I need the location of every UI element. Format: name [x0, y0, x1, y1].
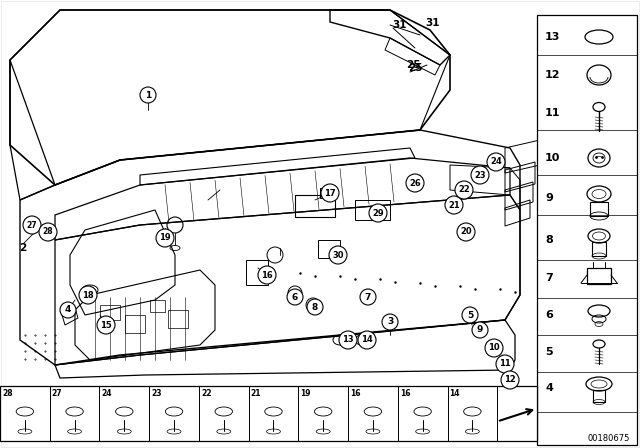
Bar — [320, 188, 330, 198]
Circle shape — [156, 229, 174, 247]
Bar — [587, 268, 611, 284]
Bar — [0, 386, 537, 441]
Text: 5: 5 — [545, 347, 552, 357]
Text: 24: 24 — [490, 158, 502, 167]
Circle shape — [287, 289, 303, 305]
Circle shape — [321, 184, 339, 202]
Bar — [318, 240, 340, 258]
Circle shape — [487, 153, 505, 171]
Circle shape — [97, 316, 115, 334]
Text: 29: 29 — [372, 208, 384, 217]
Circle shape — [23, 216, 41, 234]
Text: 14: 14 — [449, 389, 460, 398]
Text: 24: 24 — [102, 389, 112, 398]
Text: 30: 30 — [332, 250, 344, 259]
Text: 11: 11 — [499, 359, 511, 369]
Bar — [168, 310, 188, 328]
Bar — [590, 202, 608, 216]
Text: 15: 15 — [100, 320, 112, 329]
Text: 9: 9 — [477, 326, 483, 335]
Circle shape — [39, 223, 57, 241]
Text: 23: 23 — [474, 171, 486, 180]
Text: 16: 16 — [400, 389, 410, 398]
Text: 19: 19 — [300, 389, 311, 398]
Circle shape — [445, 196, 463, 214]
Circle shape — [457, 223, 475, 241]
Circle shape — [79, 286, 97, 304]
Text: 4: 4 — [65, 306, 71, 314]
Text: 17: 17 — [324, 189, 336, 198]
Text: 12: 12 — [504, 375, 516, 384]
Text: 13: 13 — [545, 32, 561, 42]
Bar — [537, 15, 637, 445]
Text: 10: 10 — [545, 153, 561, 163]
Text: 6: 6 — [292, 293, 298, 302]
Bar — [125, 315, 145, 333]
Circle shape — [358, 331, 376, 349]
Text: 26: 26 — [409, 178, 421, 188]
Circle shape — [455, 181, 473, 199]
Circle shape — [462, 307, 478, 323]
Text: 6: 6 — [545, 310, 553, 320]
Text: 16: 16 — [350, 389, 360, 398]
Circle shape — [339, 331, 357, 349]
Circle shape — [369, 204, 387, 222]
Bar — [100, 305, 120, 320]
Bar — [150, 300, 165, 312]
Text: 7: 7 — [365, 293, 371, 302]
Text: 19: 19 — [159, 233, 171, 242]
Text: 11: 11 — [545, 108, 561, 118]
Circle shape — [258, 266, 276, 284]
Text: 28: 28 — [2, 389, 13, 398]
Text: 21: 21 — [448, 201, 460, 210]
Text: 13: 13 — [342, 336, 354, 345]
Circle shape — [501, 371, 519, 389]
Circle shape — [60, 302, 76, 318]
Text: 10: 10 — [488, 344, 500, 353]
Bar — [295, 195, 335, 217]
Text: 14: 14 — [361, 336, 373, 345]
Circle shape — [382, 314, 398, 330]
Text: 5: 5 — [467, 310, 473, 319]
Bar — [246, 260, 268, 285]
Circle shape — [496, 355, 514, 373]
Text: 25: 25 — [408, 63, 422, 73]
Text: 20: 20 — [460, 228, 472, 237]
Text: 22: 22 — [458, 185, 470, 194]
Text: 21: 21 — [251, 389, 261, 398]
Bar — [592, 242, 606, 256]
Text: 22: 22 — [201, 389, 211, 398]
Text: 16: 16 — [261, 271, 273, 280]
Text: 28: 28 — [43, 228, 53, 237]
Circle shape — [140, 87, 156, 103]
Text: 31: 31 — [393, 20, 407, 30]
Text: 8: 8 — [545, 235, 553, 245]
Text: 27: 27 — [52, 389, 62, 398]
Text: 2: 2 — [19, 243, 27, 253]
Text: 3: 3 — [387, 318, 393, 327]
Circle shape — [471, 166, 489, 184]
Circle shape — [406, 174, 424, 192]
Text: 1: 1 — [145, 90, 151, 99]
Bar — [593, 390, 605, 402]
Text: 9: 9 — [545, 193, 553, 203]
Text: 12: 12 — [545, 70, 561, 80]
Text: 31: 31 — [426, 18, 440, 28]
Text: 25: 25 — [406, 60, 420, 70]
Text: 27: 27 — [27, 220, 37, 229]
Circle shape — [329, 246, 347, 264]
Circle shape — [472, 322, 488, 338]
Text: 00180675: 00180675 — [588, 434, 630, 443]
Text: 23: 23 — [151, 389, 162, 398]
Bar — [355, 200, 390, 220]
Circle shape — [307, 299, 323, 315]
Text: 7: 7 — [545, 273, 553, 283]
Circle shape — [360, 289, 376, 305]
Text: 8: 8 — [312, 302, 318, 311]
Text: 18: 18 — [82, 290, 94, 300]
Circle shape — [485, 339, 503, 357]
Text: 4: 4 — [545, 383, 553, 393]
